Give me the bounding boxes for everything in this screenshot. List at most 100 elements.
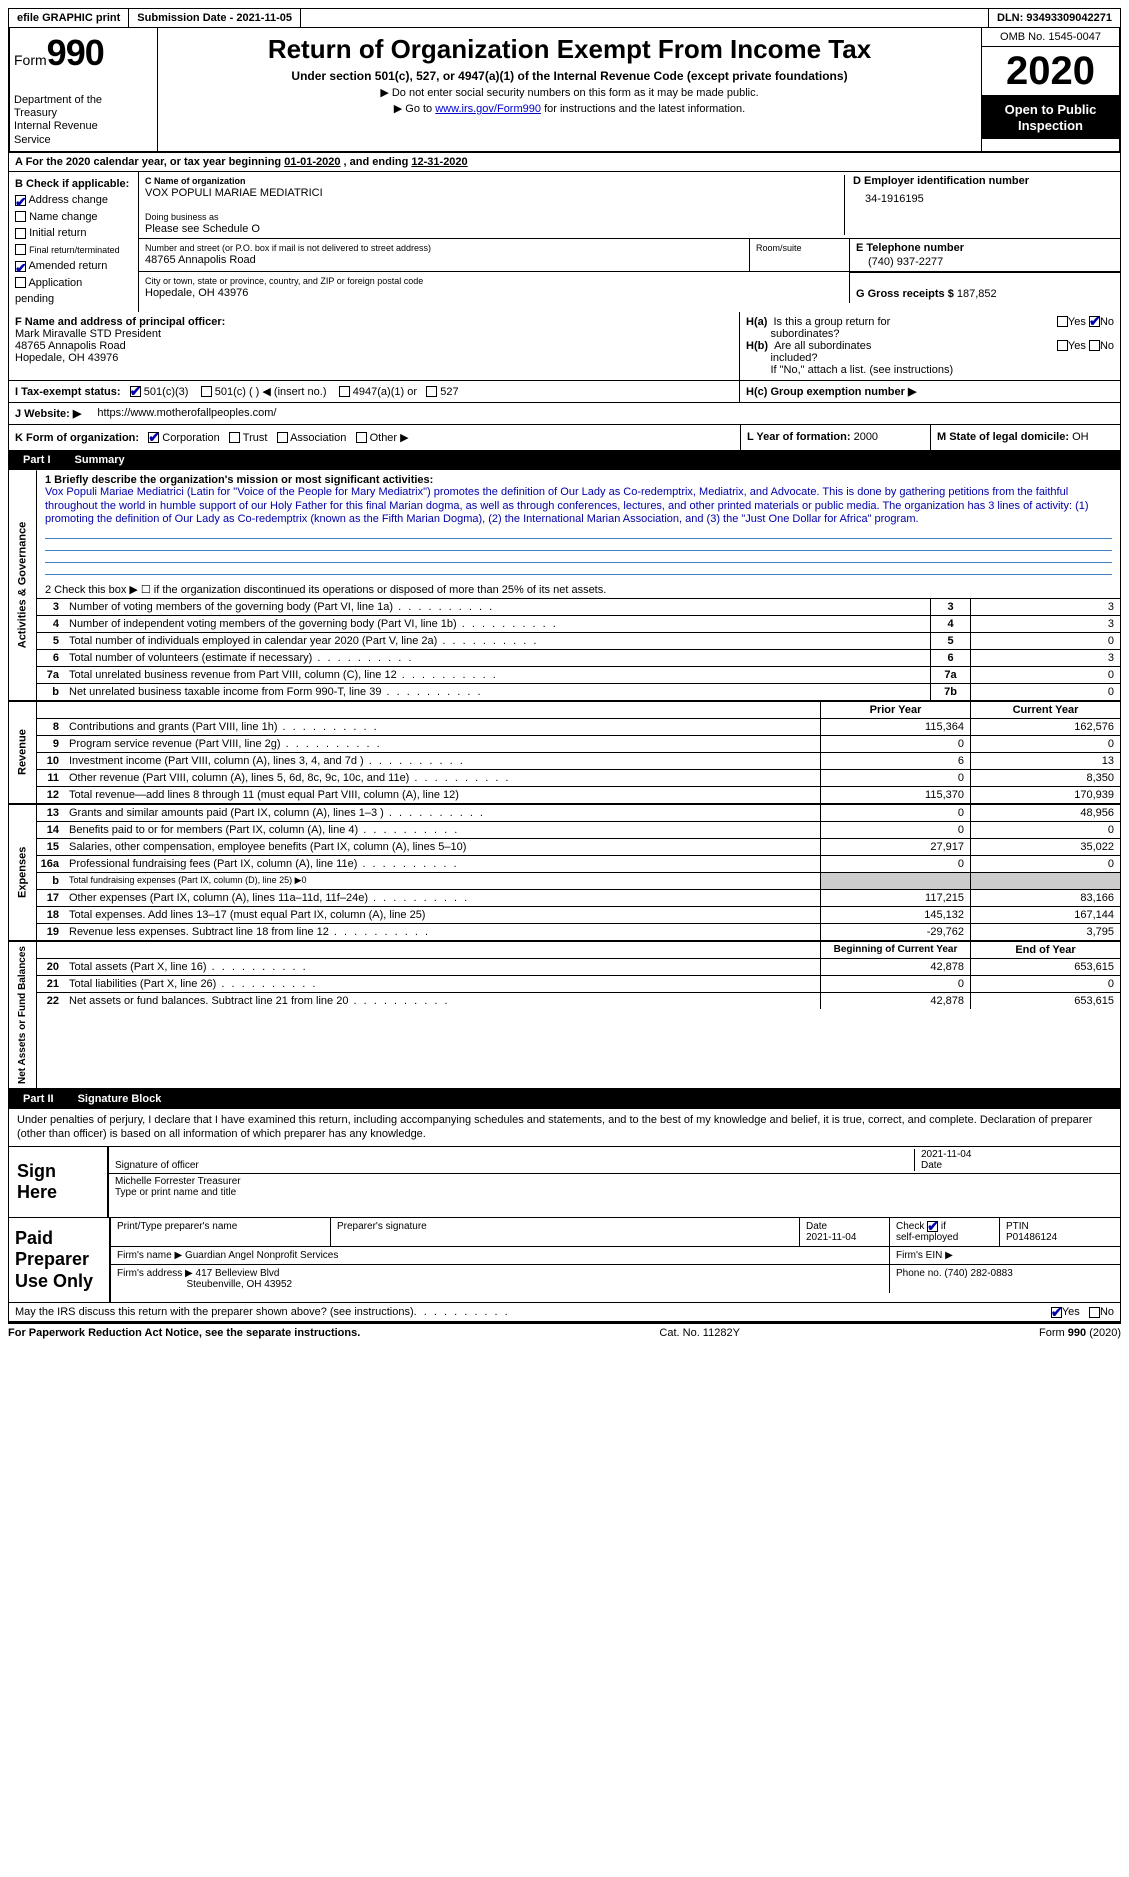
submission-cell: Submission Date - 2021-11-05 bbox=[129, 9, 301, 27]
hb-note: If "No," attach a list. (see instruction… bbox=[770, 364, 953, 376]
firm-addr-label: Firm's address ▶ bbox=[117, 1268, 193, 1279]
firm-ein-label: Firm's EIN ▶ bbox=[896, 1250, 953, 1261]
pra-notice: For Paperwork Reduction Act Notice, see … bbox=[8, 1327, 360, 1339]
row-a-taxyear: A For the 2020 calendar year, or tax yea… bbox=[8, 153, 1121, 172]
checkbox-name-change[interactable] bbox=[15, 211, 26, 222]
firm-ein: Firm's EIN ▶ bbox=[890, 1247, 1120, 1264]
row-l: L Year of formation: 2000 bbox=[740, 425, 930, 450]
goto-pre: ▶ Go to bbox=[394, 103, 435, 115]
form-footer: Form 990 (2020) bbox=[1039, 1327, 1121, 1339]
cb-label: Final return/terminated bbox=[29, 245, 120, 255]
checkbox-4947a1[interactable] bbox=[339, 386, 350, 397]
header-center: Return of Organization Exempt From Incom… bbox=[158, 28, 981, 151]
checkbox-corporation[interactable] bbox=[148, 432, 159, 443]
checkbox-address-change[interactable] bbox=[15, 195, 26, 206]
firm-phone: Phone no. (740) 282-0883 bbox=[890, 1265, 1120, 1293]
vtab-revenue: Revenue bbox=[9, 702, 37, 803]
omb-number: OMB No. 1545-0047 bbox=[982, 28, 1119, 47]
discuss-answers: Yes No bbox=[1051, 1306, 1114, 1318]
note-ssn: ▶ Do not enter social security numbers o… bbox=[168, 86, 971, 99]
checkbox-501c[interactable] bbox=[201, 386, 212, 397]
firm-addr2: Steubenville, OH 43952 bbox=[186, 1279, 292, 1290]
table-row: 13Grants and similar amounts paid (Part … bbox=[37, 805, 1120, 822]
checkbox-association[interactable] bbox=[277, 432, 288, 443]
row-klm: K Form of organization: Corporation Trus… bbox=[8, 425, 1121, 451]
firm-addr: Firm's address ▶ 417 Belleview Blvd Steu… bbox=[111, 1265, 890, 1293]
checkbox-527[interactable] bbox=[426, 386, 437, 397]
firm-name: Firm's name ▶ Guardian Angel Nonprofit S… bbox=[111, 1247, 890, 1264]
preparer-body: Print/Type preparer's name Preparer's si… bbox=[109, 1218, 1120, 1303]
checkbox-final-return[interactable] bbox=[15, 244, 26, 255]
cb-label: Address change bbox=[28, 194, 108, 206]
box-d-label: D Employer identification number bbox=[853, 175, 1029, 187]
firm-name-value: Guardian Angel Nonprofit Services bbox=[185, 1250, 338, 1261]
box-f-label: F Name and address of principal officer: bbox=[15, 316, 225, 328]
name-line: Michelle Forrester Treasurer Type or pri… bbox=[109, 1174, 1120, 1200]
firm-name-label: Firm's name ▶ bbox=[117, 1250, 182, 1261]
table-row: 8Contributions and grants (Part VIII, li… bbox=[37, 719, 1120, 736]
checkbox-ha-no[interactable] bbox=[1089, 316, 1100, 327]
year-begin: 01-01-2020 bbox=[284, 156, 340, 168]
sign-fields: Signature of officer 2021-11-04 Date Mic… bbox=[109, 1147, 1120, 1217]
submission-label: Submission Date - bbox=[137, 12, 236, 24]
rule-line bbox=[45, 527, 1112, 539]
opt-label: 527 bbox=[440, 386, 458, 398]
dots bbox=[414, 1306, 510, 1318]
preparer-section: Paid Preparer Use Only Print/Type prepar… bbox=[8, 1218, 1121, 1304]
checkbox-self-employed[interactable] bbox=[927, 1221, 938, 1232]
website-value: https://www.motherofallpeoples.com/ bbox=[97, 407, 276, 419]
table-row: 7aTotal unrelated business revenue from … bbox=[37, 667, 1120, 684]
table-row: 14Benefits paid to or for members (Part … bbox=[37, 822, 1120, 839]
opt-label: Other ▶ bbox=[370, 432, 409, 444]
row-j: J Website: ▶ https://www.motherofallpeop… bbox=[8, 403, 1121, 425]
table-row: 10Investment income (Part VIII, column (… bbox=[37, 753, 1120, 770]
summary-body-rev: Prior Year Current Year 8Contributions a… bbox=[37, 702, 1120, 803]
checkbox-ha-yes[interactable] bbox=[1057, 316, 1068, 327]
checkbox-hb-yes[interactable] bbox=[1057, 340, 1068, 351]
checkbox-discuss-no[interactable] bbox=[1089, 1307, 1100, 1318]
prep-header-row: Print/Type preparer's name Preparer's si… bbox=[111, 1218, 1120, 1247]
city-label: City or town, state or province, country… bbox=[145, 276, 423, 286]
year-end: 12-31-2020 bbox=[411, 156, 467, 168]
box-c-name: C Name of organization VOX POPULI MARIAE… bbox=[145, 175, 844, 235]
phone-value: (740) 937-2277 bbox=[856, 254, 1114, 268]
prep-date-label: Date bbox=[806, 1221, 827, 1232]
opt-label: 501(c) ( ) ◀ (insert no.) bbox=[215, 386, 327, 398]
table-row: 22Net assets or fund balances. Subtract … bbox=[37, 993, 1120, 1009]
rule-line bbox=[45, 539, 1112, 551]
state-domicile: OH bbox=[1072, 431, 1089, 443]
part2-label: Signature Block bbox=[68, 1090, 172, 1108]
table-row: 11Other revenue (Part VIII, column (A), … bbox=[37, 770, 1120, 787]
firm-name-row: Firm's name ▶ Guardian Angel Nonprofit S… bbox=[111, 1247, 1120, 1265]
table-row: 18Total expenses. Add lines 13–17 (must … bbox=[37, 907, 1120, 924]
hb-row: H(b) Are all subordinates Yes No include… bbox=[746, 340, 1114, 376]
checkbox-discuss-yes[interactable] bbox=[1051, 1307, 1062, 1318]
irs-link[interactable]: www.irs.gov/Form990 bbox=[435, 103, 541, 115]
dba-value: Please see Schedule O bbox=[145, 223, 260, 235]
checkbox-other[interactable] bbox=[356, 432, 367, 443]
box-c-suite: Room/suite bbox=[750, 239, 850, 271]
box-cde: C Name of organization VOX POPULI MARIAE… bbox=[139, 172, 1120, 312]
checkbox-initial-return[interactable] bbox=[15, 228, 26, 239]
table-row: 21Total liabilities (Part X, line 26)00 bbox=[37, 976, 1120, 993]
checkbox-application-pending[interactable] bbox=[15, 277, 26, 288]
row-m-label: M State of legal domicile: bbox=[937, 431, 1069, 443]
table-row: 20Total assets (Part X, line 16)42,87865… bbox=[37, 959, 1120, 976]
vtab-netassets: Net Assets or Fund Balances bbox=[9, 942, 37, 1088]
checkbox-trust[interactable] bbox=[229, 432, 240, 443]
org-name: VOX POPULI MARIAE MEDIATRICI bbox=[145, 187, 323, 199]
mission-text: Vox Populi Mariae Mediatrici (Latin for … bbox=[45, 486, 1112, 527]
phone-value: (740) 282-0883 bbox=[944, 1268, 1012, 1279]
checkbox-amended-return[interactable] bbox=[15, 261, 26, 272]
dln-value: 93493309042271 bbox=[1026, 12, 1112, 24]
prep-date-value: 2021-11-04 bbox=[806, 1232, 856, 1243]
checkbox-hb-no[interactable] bbox=[1089, 340, 1100, 351]
two-col-header: Prior Year Current Year bbox=[37, 702, 1120, 719]
mission-block: 1 Briefly describe the organization's mi… bbox=[37, 470, 1120, 598]
checkbox-501c3[interactable] bbox=[130, 386, 141, 397]
table-row: 9Program service revenue (Part VIII, lin… bbox=[37, 736, 1120, 753]
rule-line bbox=[45, 551, 1112, 563]
street-row: Number and street (or P.O. box if mail i… bbox=[139, 239, 1120, 272]
table-row: bNet unrelated business taxable income f… bbox=[37, 684, 1120, 700]
sig-officer-label: Signature of officer bbox=[115, 1160, 914, 1171]
